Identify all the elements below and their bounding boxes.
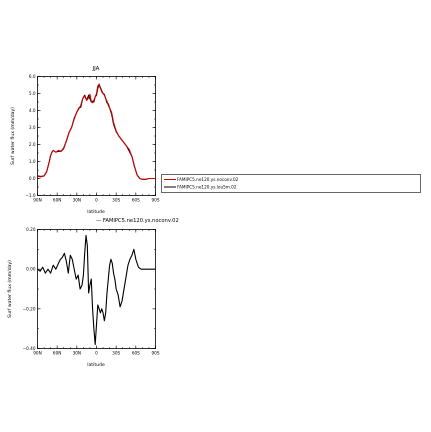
top-y-tick-label: 2.0 xyxy=(29,142,36,147)
top-y-axis: −1.0 0.0 1.0 2.0 3.0 4.0 5.0 6.0 xyxy=(25,74,156,198)
top-y-tick-label: −1.0 xyxy=(25,193,36,198)
top-x-tick-label: 30N xyxy=(73,198,81,203)
bottom-y-tick-label: −0.20 xyxy=(23,306,36,311)
legend-label-noconv: FAMIPC5.ne120.ys.noconv.02 xyxy=(177,177,239,182)
top-panel-title: JJA xyxy=(92,66,100,72)
bottom-x-tick-label: 30N xyxy=(73,351,81,356)
legend-label-lou5m: FAMIPC5.ne120.ys.lou5m.02 xyxy=(177,185,237,190)
bottom-x-tick-label: 60N xyxy=(53,351,61,356)
top-y-tick-label: 1.0 xyxy=(29,159,36,164)
top-y-tick-label: 6.0 xyxy=(29,74,36,79)
top-x-tick-label: 60S xyxy=(132,198,140,203)
bottom-x-axis-title: latitude xyxy=(87,362,105,368)
bottom-panel: — FAMIPC5.ne120.ys.noconv.02 −0.40 −0.20 0… xyxy=(7,218,179,368)
top-x-axis-title: latitude xyxy=(87,209,105,215)
bottom-series-lines xyxy=(37,234,156,346)
top-x-tick-label: 30S xyxy=(112,198,120,203)
top-y-tick-label: 4.0 xyxy=(29,108,36,113)
bottom-x-tick-label: 90S xyxy=(152,351,160,356)
top-x-tick-label: 90S xyxy=(152,198,160,203)
top-x-tick-label: 0 xyxy=(95,198,98,203)
top-y-tick-label: 3.0 xyxy=(29,125,36,130)
top-y-axis-title: Surf water flux (mm/day) xyxy=(10,107,16,165)
top-series-line-1 xyxy=(37,83,156,180)
top-series-lines xyxy=(37,83,156,180)
top-x-axis: 90N 60N 30N 0 30S 60S 90S xyxy=(33,76,160,203)
legend: FAMIPC5.ne120.ys.noconv.02 FAMIPC5.ne120… xyxy=(161,174,421,193)
bottom-y-tick-label: −0.40 xyxy=(23,346,36,351)
bottom-x-tick-label: 60S xyxy=(132,351,140,356)
bottom-y-tick-label: 0.00 xyxy=(26,267,36,272)
bottom-y-axis-title: Surf water flux (mm/day) xyxy=(7,260,13,318)
top-x-tick-label: 60N xyxy=(53,198,61,203)
bottom-panel-title: — FAMIPC5.ne120.ys.noconv.02 xyxy=(96,218,179,224)
top-panel: JJA −1.0 0.0 1.0 2.0 3.0 4.0 5.0 6.0 90N 60N 30N 0… xyxy=(10,66,160,215)
top-y-tick-label: 0.0 xyxy=(29,176,36,181)
bottom-x-tick-label: 90N xyxy=(33,351,41,356)
bottom-series-line-0 xyxy=(37,234,156,346)
top-series-line-0 xyxy=(37,84,156,180)
top-x-tick-label: 90N xyxy=(33,198,41,203)
bottom-x-tick-label: 0 xyxy=(95,351,98,356)
bottom-x-tick-label: 30S xyxy=(112,351,120,356)
bottom-y-tick-label: 0.20 xyxy=(26,227,36,232)
bottom-y-axis: −0.40 −0.20 0.00 0.20 xyxy=(23,227,156,351)
bottom-x-axis: 90N 60N 30N 0 30S 60S 90S xyxy=(33,229,160,356)
legend-frame xyxy=(161,174,421,193)
top-y-tick-label: 5.0 xyxy=(29,91,36,96)
